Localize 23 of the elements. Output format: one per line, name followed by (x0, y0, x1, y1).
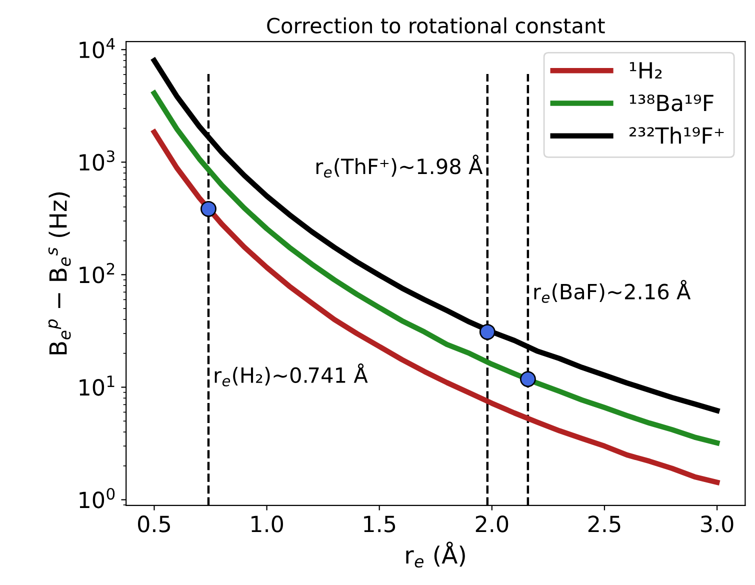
x-axis-title: r$_{e}$ (Å) (406, 542, 465, 568)
x-tick-label: 1.5 (364, 516, 396, 532)
chart-title: Correction to rotational constant (267, 17, 605, 34)
x-tick-label: 0.5 (138, 516, 170, 532)
y-tick-label: 10$^{2}$ (80, 262, 114, 284)
legend-label: ¹H₂ (630, 62, 662, 79)
y-tick-label: 10$^{4}$ (80, 38, 115, 58)
ref-line-label: r$_{e}$(H₂)~0.741 Å (214, 363, 368, 386)
ref-line-label: r$_{e}$(BaF)~2.16 Å (534, 280, 691, 303)
point (479, 324, 496, 340)
x-tick-label: 3.0 (701, 516, 734, 532)
point (520, 371, 536, 388)
legend-label: ¹³⁸Ba¹⁹F (630, 94, 714, 112)
point (200, 200, 216, 217)
x-tick-label: 2.5 (588, 516, 620, 532)
ref-line-label: r$_{e}$(ThF⁺)~1.98 Å (316, 154, 483, 178)
legend-label: ²³²Th¹⁹F⁺ (629, 126, 724, 144)
y-tick-label: 10$^{0}$ (80, 488, 115, 508)
y-tick-label: 10$^{1}$ (80, 376, 114, 396)
x-tick-label: 2.0 (476, 516, 508, 532)
y-tick-label: 10$^{3}$ (80, 150, 114, 171)
x-tick-label: 1.0 (252, 516, 283, 532)
y-axis-title: B$_{e}$$^{p}$ − B$_{e}$$^{s}$ (Hz) (48, 192, 71, 354)
